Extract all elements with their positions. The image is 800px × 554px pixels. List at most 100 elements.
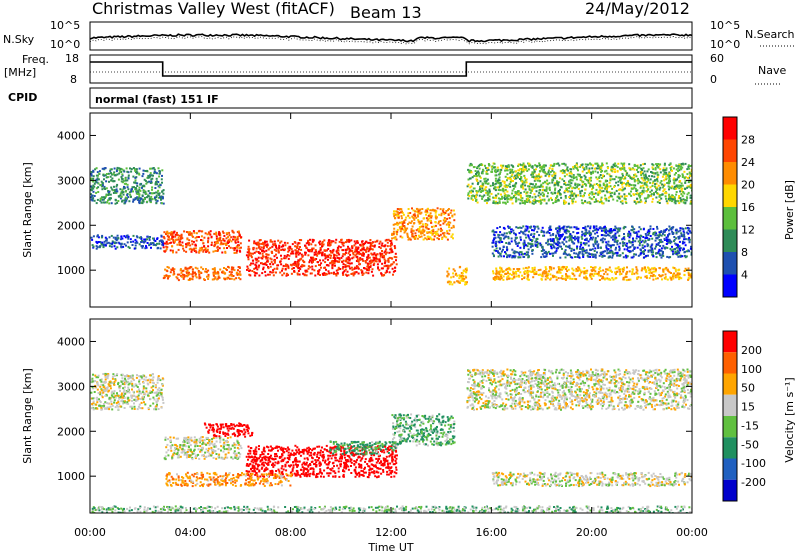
scatter-cell	[505, 242, 508, 244]
scatter-cell	[639, 185, 642, 188]
scatter-cell	[559, 192, 561, 195]
scatter-cell	[410, 220, 413, 223]
scatter-cell	[191, 270, 194, 273]
scatter-cell	[220, 242, 223, 244]
scatter-cell	[530, 225, 533, 228]
scatter-cell	[671, 169, 673, 172]
scatter-cell	[679, 227, 682, 230]
scatter-cell	[129, 238, 132, 241]
scatter-cell	[127, 171, 130, 174]
scatter-cell	[344, 249, 347, 252]
scatter-cell	[635, 253, 637, 256]
scatter-cell	[499, 171, 502, 174]
scatter-cell	[678, 169, 681, 172]
scatter-cell	[168, 232, 171, 235]
scatter-cell	[271, 245, 274, 248]
scatter-cell	[657, 173, 660, 176]
scatter-cell	[280, 254, 282, 257]
scatter-cell	[429, 237, 432, 240]
scatter-cell	[531, 186, 534, 189]
scatter-cell	[590, 171, 593, 174]
scatter-cell	[647, 179, 650, 182]
scatter-cell	[116, 238, 119, 241]
scatter-cell	[661, 232, 664, 235]
scatter-cell	[295, 253, 298, 256]
scatter-cell	[588, 171, 591, 174]
scatter-cell	[488, 164, 491, 166]
scatter-cell	[264, 274, 267, 277]
scatter-cell	[505, 169, 508, 172]
scatter-cell	[316, 254, 319, 257]
scatter-cell	[681, 174, 684, 177]
scatter-cell	[435, 217, 438, 220]
scatter-cell	[122, 245, 125, 248]
scatter-cell	[566, 275, 569, 278]
scatter-cell	[175, 251, 178, 254]
scatter-cell	[109, 242, 112, 245]
scatter-cell	[223, 234, 226, 237]
scatter-cell	[541, 226, 544, 229]
scatter-cell	[381, 242, 384, 245]
scatter-cell	[171, 249, 174, 252]
scatter-cell	[437, 238, 440, 241]
scatter-cell	[652, 164, 655, 167]
scatter-cell	[657, 242, 660, 245]
scatter-cell	[135, 197, 138, 200]
scatter-cell	[647, 267, 650, 270]
scatter-cell	[116, 183, 119, 186]
scatter-cell	[483, 194, 486, 197]
scatter-cell	[290, 272, 293, 275]
scatter-cell	[122, 179, 125, 182]
scatter-cell	[286, 242, 289, 245]
scatter-cell	[513, 232, 515, 235]
scatter-cell	[677, 269, 680, 272]
scatter-cell	[515, 196, 517, 199]
scatter-cell	[439, 208, 442, 211]
scatter-cell	[579, 165, 582, 168]
scatter-cell	[506, 190, 509, 193]
scatter-cell	[554, 188, 556, 191]
scatter-cell	[606, 179, 609, 182]
scatter-cell	[558, 229, 561, 231]
scatter-cell	[402, 221, 405, 224]
scatter-cell	[498, 200, 501, 203]
scatter-cell	[675, 251, 678, 254]
scatter-cell	[582, 166, 584, 169]
scatter-cell	[422, 230, 425, 233]
scatter-cell	[216, 278, 219, 281]
scatter-cell	[341, 272, 344, 275]
scatter-cell	[447, 208, 450, 210]
scatter-cell	[96, 234, 99, 237]
scatter-cell	[100, 180, 103, 183]
scatter-cell	[601, 275, 604, 278]
scatter-cell	[514, 177, 517, 180]
scatter-cell	[655, 268, 657, 271]
scatter-cell	[647, 269, 650, 272]
scatter-cell	[103, 167, 106, 170]
scatter-cell	[505, 246, 508, 249]
scatter-cell	[215, 272, 218, 275]
scatter-cell	[667, 229, 670, 232]
scatter-cell	[611, 195, 614, 198]
scatter-cell	[590, 266, 592, 268]
scatter-cell	[599, 226, 602, 229]
scatter-cell	[660, 241, 662, 244]
scatter-cell	[562, 228, 565, 231]
scatter-cell	[467, 183, 470, 186]
scatter-cell	[104, 167, 107, 170]
scatter-cell	[573, 176, 576, 179]
scatter-cell	[208, 251, 211, 254]
scatter-cell	[681, 184, 684, 187]
scatter-cell	[661, 175, 664, 178]
scatter-cell	[525, 236, 528, 239]
scatter-cell	[460, 275, 463, 278]
scatter-cell	[136, 185, 139, 187]
scatter-cell	[522, 225, 525, 228]
scatter-cell	[424, 210, 427, 213]
scatter-cell	[397, 222, 400, 225]
scatter-cell	[200, 239, 202, 241]
scatter-cell	[608, 173, 611, 176]
scatter-cell	[355, 250, 358, 253]
scatter-cell	[508, 242, 511, 245]
scatter-cell	[294, 260, 297, 263]
